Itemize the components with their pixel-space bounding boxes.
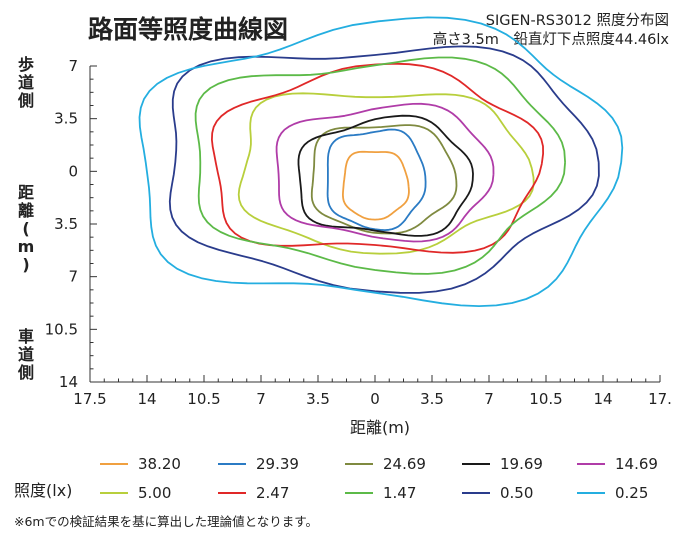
x-tick-label: 0: [370, 390, 380, 408]
x-tick-label: 17.5: [73, 390, 106, 408]
y-tick-label: 7: [68, 57, 78, 75]
page-title: 路面等照度曲線図: [88, 15, 289, 44]
legend-label: 0.50: [500, 484, 533, 502]
contour-1-47: [194, 56, 566, 275]
y-tick-label: 3.5: [54, 215, 78, 233]
legend-label: 19.69: [500, 455, 543, 473]
x-tick-label: 14: [137, 390, 156, 408]
contour-2-47: [210, 62, 544, 254]
legend-title: 照度(lx): [14, 481, 72, 500]
legend-label: 14.69: [615, 455, 658, 473]
x-tick-label: 3.5: [306, 390, 330, 408]
chart-legend: 照度(lx) 38.20 29.39 24.69 19.69 14.69 5.00 2.47 1…: [14, 455, 658, 502]
x-tick-label: 10.5: [529, 390, 562, 408]
contour-0-50: [168, 45, 600, 294]
y-tick-label: 7: [68, 268, 78, 286]
x-tick-label: 7: [256, 390, 266, 408]
contour-0-25: [138, 16, 624, 308]
x-tick-label: 7: [484, 390, 494, 408]
legend-label: 0.25: [615, 484, 648, 502]
y-tick-label: 10.5: [45, 320, 78, 338]
chart-meta: SIGEN-RS3012 照度分布図 高さ3.5m 鉛直灯下点照度44.46lx: [433, 12, 669, 50]
contour-14-69: [275, 102, 495, 243]
x-tick-label: 10.5: [187, 390, 220, 408]
footnote: ※6mでの検証結果を基に算出した理論値となります。: [14, 514, 318, 529]
y-tick-label: 3.5: [54, 110, 78, 128]
conditions-label: 高さ3.5m 鉛直灯下点照度44.46lx: [432, 32, 669, 48]
y-label-distance: 距離(m): [18, 183, 35, 274]
contour-5-00: [237, 92, 535, 255]
contour-lines: [138, 16, 624, 308]
legend-label: 2.47: [256, 484, 289, 502]
legend-label: 24.69: [383, 455, 426, 473]
contour-29-39: [326, 128, 427, 232]
x-tick-label: 3.5: [420, 390, 444, 408]
y-tick-label: 14: [59, 373, 78, 391]
x-axis-label: 距離(m): [350, 418, 410, 437]
y-tick-label: 0: [68, 162, 78, 180]
x-tick-label: 17.: [648, 390, 672, 408]
legend-label: 1.47: [383, 484, 416, 502]
model-label: SIGEN-RS3012 照度分布図: [485, 13, 669, 29]
legend-label: 29.39: [256, 455, 299, 473]
chart-axes: 17.5 14 10.5 7 3.5 0 3.5 7 10.5 14 17.73.503.5710.…: [17, 55, 672, 437]
contour-24-69: [310, 124, 458, 235]
y-label-roadway: 車道側: [17, 327, 34, 382]
legend-label: 38.20: [138, 455, 181, 473]
contour-38-20: [341, 150, 410, 221]
legend-label: 5.00: [138, 484, 171, 502]
y-label-sidewalk: 歩道側: [17, 55, 34, 110]
contour-19-69: [297, 114, 474, 237]
x-tick-label: 14: [593, 390, 612, 408]
